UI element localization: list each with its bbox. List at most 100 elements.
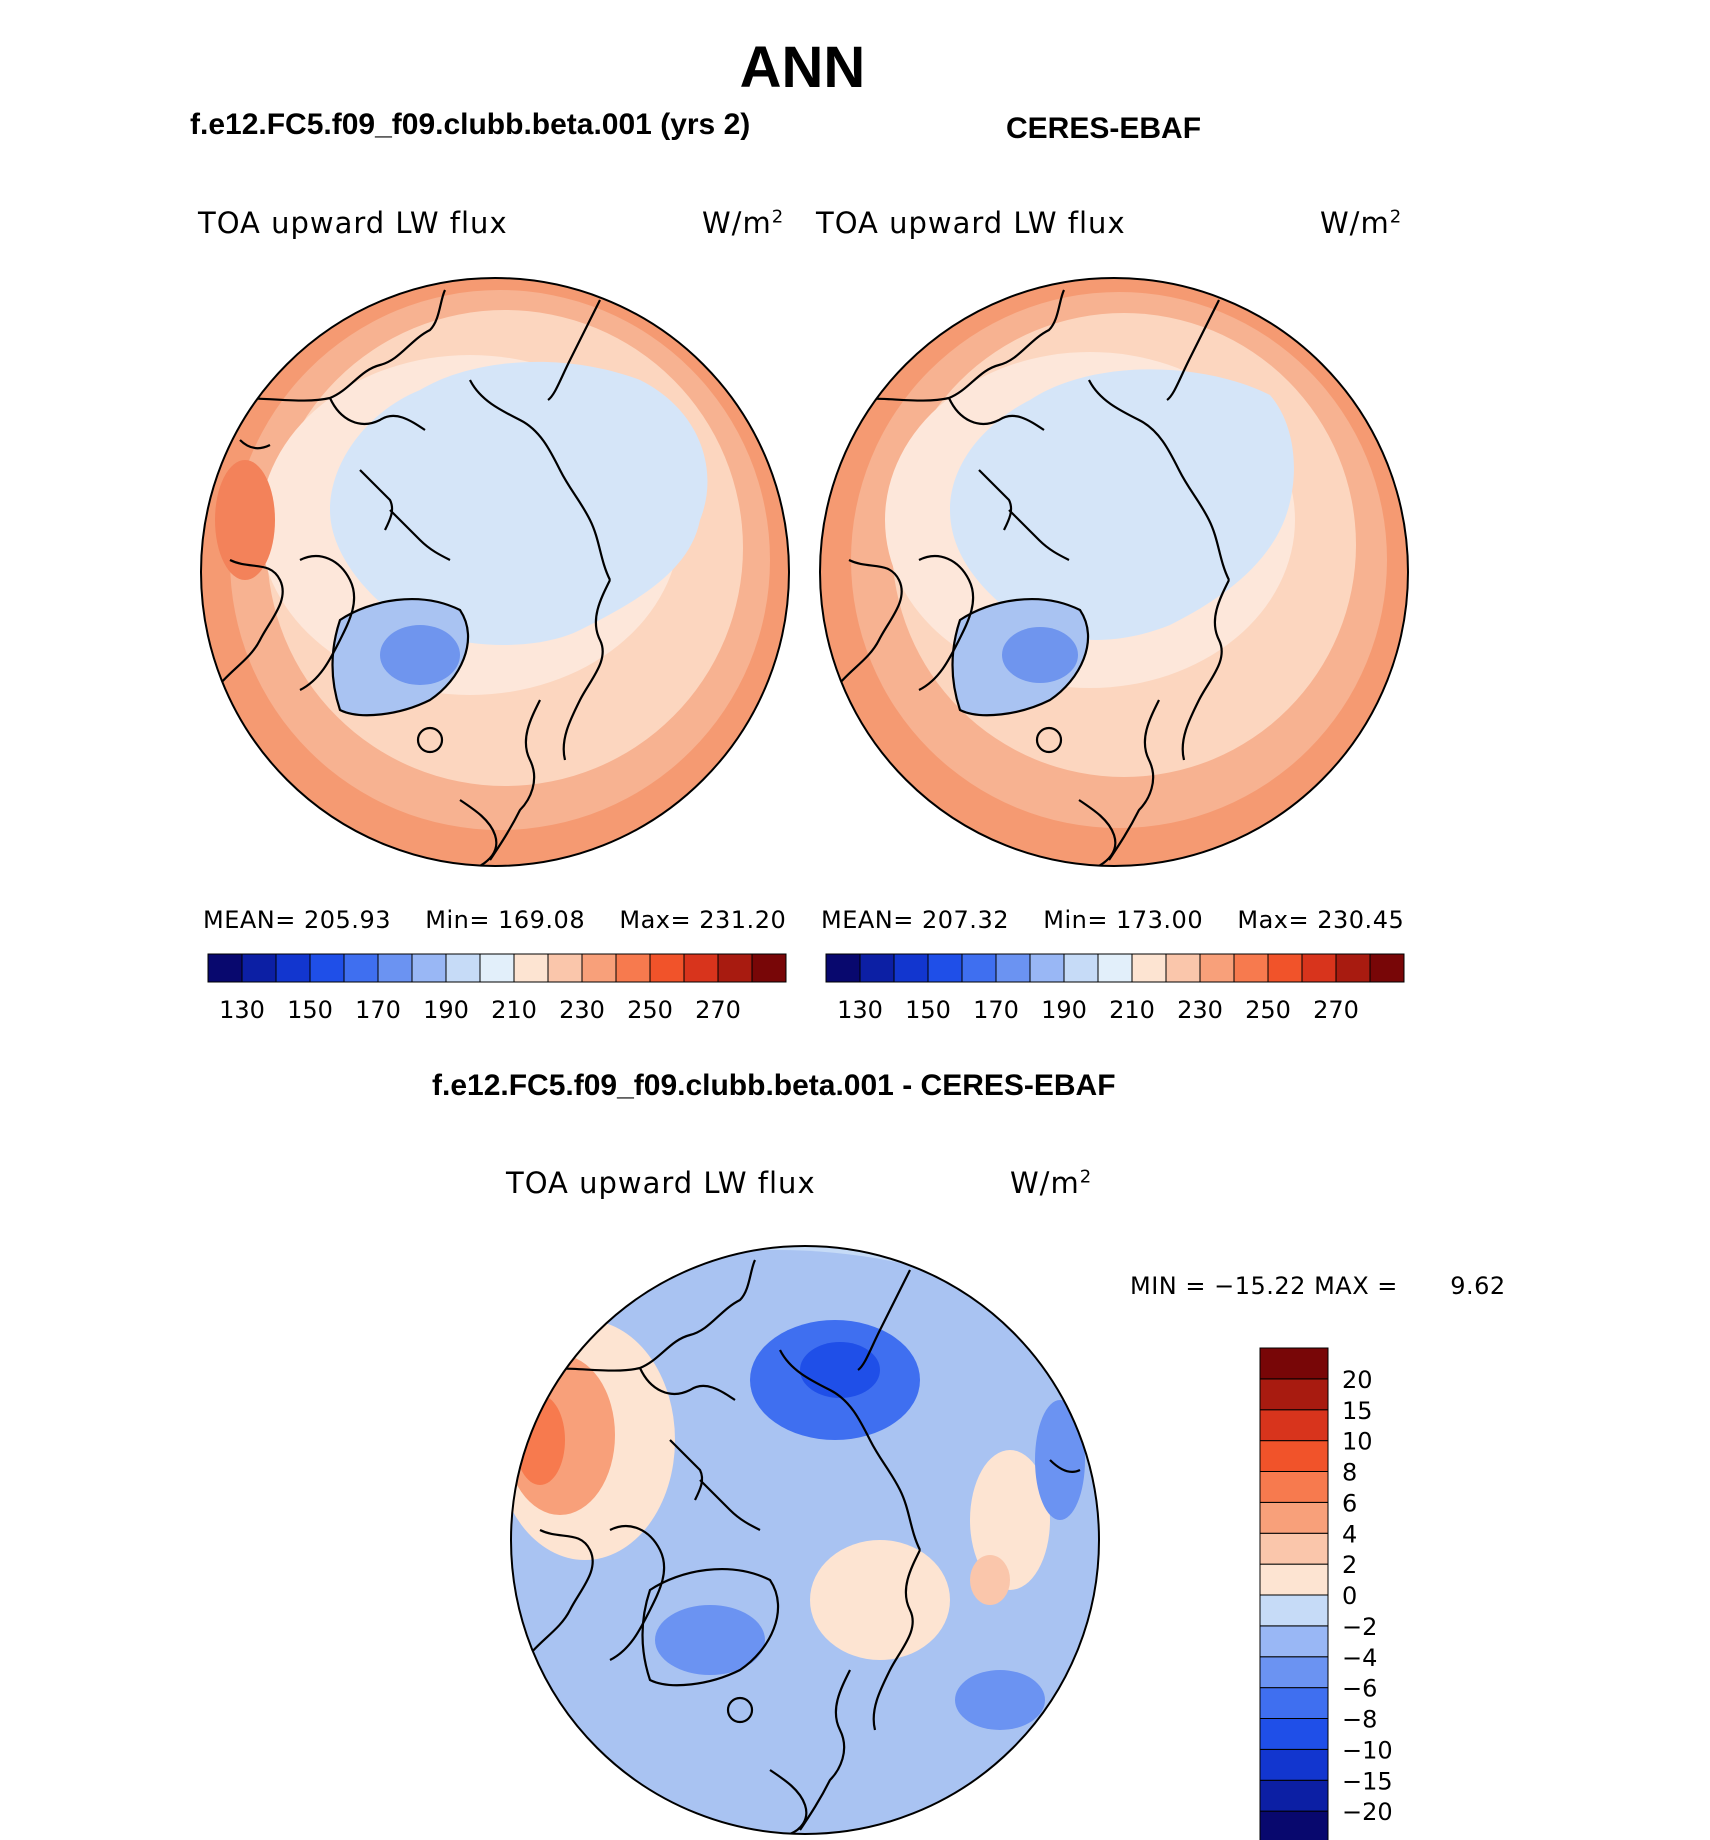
diff-colorbar-tick-label: 15 (1342, 1397, 1373, 1425)
model-map-greenland-core (380, 625, 460, 685)
diff-colorbar-tick-label: −20 (1342, 1798, 1393, 1826)
diff-colorbar-tick-label: −10 (1342, 1736, 1393, 1764)
obs-max-value: 230.45 (1317, 906, 1405, 934)
obs-title: CERES-EBAF (1006, 112, 1202, 145)
model-colorbar-swatch (207, 953, 243, 983)
obs-units-label: W/m2 (1320, 206, 1402, 240)
diff-colorbar-swatch (1259, 1810, 1329, 1840)
model-colorbar-swatch (275, 953, 311, 983)
model-colorbar: 130 150 170 190 210 230 250 270 (207, 953, 787, 1024)
diff-colorbar-swatch (1259, 1347, 1329, 1380)
diff-colorbar-swatch (1259, 1532, 1329, 1565)
obs-colorbar-tick-label: 150 (905, 996, 951, 1024)
model-colorbar-swatch (751, 953, 787, 983)
model-colorbar-swatch (343, 953, 379, 983)
diff-colorbar-swatch (1259, 1594, 1329, 1627)
diff-units-exponent: 2 (1079, 1166, 1093, 1188)
diff-colorbar-swatch (1259, 1501, 1329, 1534)
obs-units-base: W/m (1320, 206, 1390, 240)
diff-colorbar-swatch (1259, 1409, 1329, 1442)
model-min-label: Min= (425, 906, 490, 934)
diff-map-border (510, 1245, 1100, 1835)
diff-colorbar-tick-label: 2 (1342, 1551, 1357, 1579)
obs-colorbar: 130 150 170 190 210 230 250 270 (825, 953, 1405, 1024)
model-colorbar-tick-label: 210 (491, 996, 537, 1024)
model-map (201, 278, 789, 866)
obs-colorbar-swatch (1335, 953, 1371, 983)
obs-colorbar-tick-label: 230 (1177, 996, 1223, 1024)
obs-colorbar-swatch (1097, 953, 1133, 983)
model-colorbar-swatch (445, 953, 481, 983)
obs-colorbar-swatch (859, 953, 895, 983)
obs-colorbar-swatch (1199, 953, 1235, 983)
model-map-arctic-cold (330, 361, 708, 645)
obs-colorbar-tick-label: 190 (1041, 996, 1087, 1024)
diff-map-cold-southeast (955, 1670, 1045, 1730)
model-colorbar-swatch (377, 953, 413, 983)
obs-colorbar-swatch (1301, 953, 1337, 983)
model-colorbar-swatch (513, 953, 549, 983)
diff-colorbar-swatch (1259, 1718, 1329, 1750)
obs-colorbar-tick-label: 130 (837, 996, 883, 1024)
diff-map-cold-east (1035, 1400, 1085, 1520)
main-title: ANN (739, 35, 866, 100)
diff-colorbar-swatch (1259, 1471, 1329, 1503)
model-colorbar-swatch (479, 953, 515, 983)
model-max-value: 231.20 (699, 906, 787, 934)
diff-colorbar-swatch (1259, 1656, 1329, 1689)
diff-colorbar-tick-label: 20 (1342, 1366, 1373, 1394)
obs-map-greenland-core (1002, 627, 1078, 683)
model-colorbar-tick-label: 250 (627, 996, 673, 1024)
diff-variable-label: TOA upward LW flux (506, 1166, 816, 1200)
obs-colorbar-swatch (893, 953, 929, 983)
model-colorbar-swatch (615, 953, 651, 983)
diff-title: f.e12.FC5.f09_f09.clubb.beta.001 - CERES… (432, 1069, 1116, 1102)
model-colorbar-swatch (547, 953, 583, 983)
model-colorbar-tick-label: 270 (695, 996, 741, 1024)
model-colorbar-tick-label: 150 (287, 996, 333, 1024)
model-map-hot-spot (215, 460, 275, 580)
diff-colorbar-tick-label: 10 (1342, 1428, 1373, 1456)
obs-stats: MEAN= 207.32 Min= 173.00 Max= 230.45 (821, 906, 1404, 934)
model-colorbar-tick-label: 170 (355, 996, 401, 1024)
obs-colorbar-tick-label: 210 (1109, 996, 1155, 1024)
diff-map-warm-patch (970, 1555, 1010, 1605)
diff-colorbar-swatch (1259, 1563, 1329, 1596)
obs-colorbar-swatch (961, 953, 997, 983)
diff-min-label: MIN = (1130, 1272, 1206, 1300)
diff-colorbar-swatch (1259, 1378, 1329, 1411)
obs-units-exponent: 2 (1389, 206, 1403, 228)
diff-max-label: MAX = (1314, 1272, 1398, 1300)
diff-colorbar-swatch (1259, 1687, 1329, 1719)
diff-colorbar-tick-label: −4 (1342, 1644, 1377, 1672)
obs-colorbar-swatch (1165, 953, 1201, 983)
obs-colorbar-swatch (1029, 953, 1065, 983)
obs-mean-value: 207.32 (922, 906, 1009, 934)
model-units-base: W/m (702, 206, 772, 240)
diff-colorbar-tick-label: −15 (1342, 1767, 1393, 1795)
obs-mean-label: MEAN= (821, 906, 914, 934)
diff-colorbar-tick-label: 6 (1342, 1489, 1357, 1517)
model-map-coastlines (214, 289, 611, 866)
diff-colorbar-tick-label: 4 (1342, 1520, 1357, 1548)
model-colorbar-swatch (411, 953, 447, 983)
obs-colorbar-swatch (927, 953, 963, 983)
model-mean-value: 205.93 (304, 906, 391, 934)
obs-variable-label: TOA upward LW flux (816, 206, 1126, 240)
obs-colorbar-swatch (1233, 953, 1269, 983)
diff-map (511, 1246, 1099, 1834)
model-units-exponent: 2 (771, 206, 785, 228)
diff-colorbar-tick-label: −8 (1342, 1706, 1377, 1734)
obs-colorbar-tick-label: 170 (973, 996, 1019, 1024)
obs-colorbar-swatch (825, 953, 861, 983)
diff-units-base: W/m (1010, 1166, 1080, 1200)
model-colorbar-swatch (581, 953, 617, 983)
obs-colorbar-tick-label: 250 (1245, 996, 1291, 1024)
obs-min-value: 173.00 (1116, 906, 1204, 934)
model-colorbar-tick-label: 230 (559, 996, 605, 1024)
model-colorbar-tick-label: 190 (423, 996, 469, 1024)
diff-map-hot-core (515, 1395, 565, 1485)
diff-colorbar-tick-label: 0 (1342, 1582, 1357, 1610)
model-colorbar-swatch (683, 953, 719, 983)
